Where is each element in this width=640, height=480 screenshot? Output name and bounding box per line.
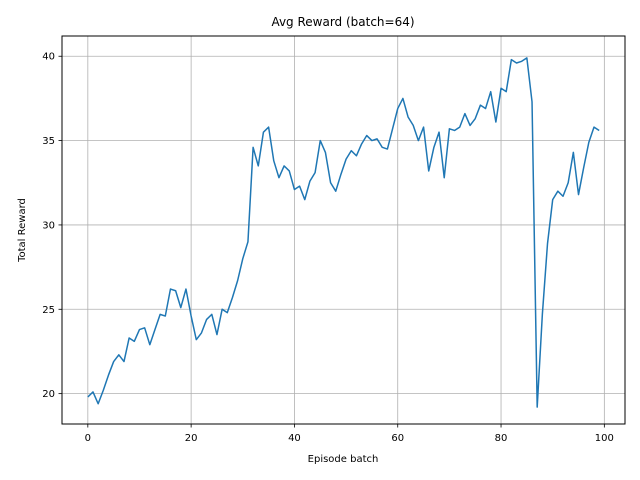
y-axis-label: Total Reward (17, 198, 28, 263)
chart-title: Avg Reward (batch=64) (271, 15, 414, 29)
series-line (87, 57, 600, 408)
x-tick-label: 80 (495, 433, 508, 444)
x-tick-label: 0 (85, 433, 91, 444)
y-tick-label: 30 (42, 220, 55, 231)
x-tick-label: 20 (185, 433, 198, 444)
x-tick-label: 100 (595, 433, 614, 444)
x-axis-label: Episode batch (308, 454, 379, 465)
y-tick-label: 40 (42, 52, 55, 63)
y-tick-label: 35 (42, 136, 55, 147)
x-tick-label: 60 (391, 433, 404, 444)
plot-frame (61, 35, 626, 425)
y-tick-label: 20 (42, 389, 55, 400)
grid (62, 36, 625, 424)
x-axis-ticks: 0 20 40 60 80 100 (85, 424, 614, 444)
y-axis-ticks: 20 25 30 35 40 (42, 52, 62, 400)
series-layer (87, 57, 600, 408)
x-tick-label: 40 (288, 433, 301, 444)
y-tick-label: 25 (42, 305, 55, 316)
